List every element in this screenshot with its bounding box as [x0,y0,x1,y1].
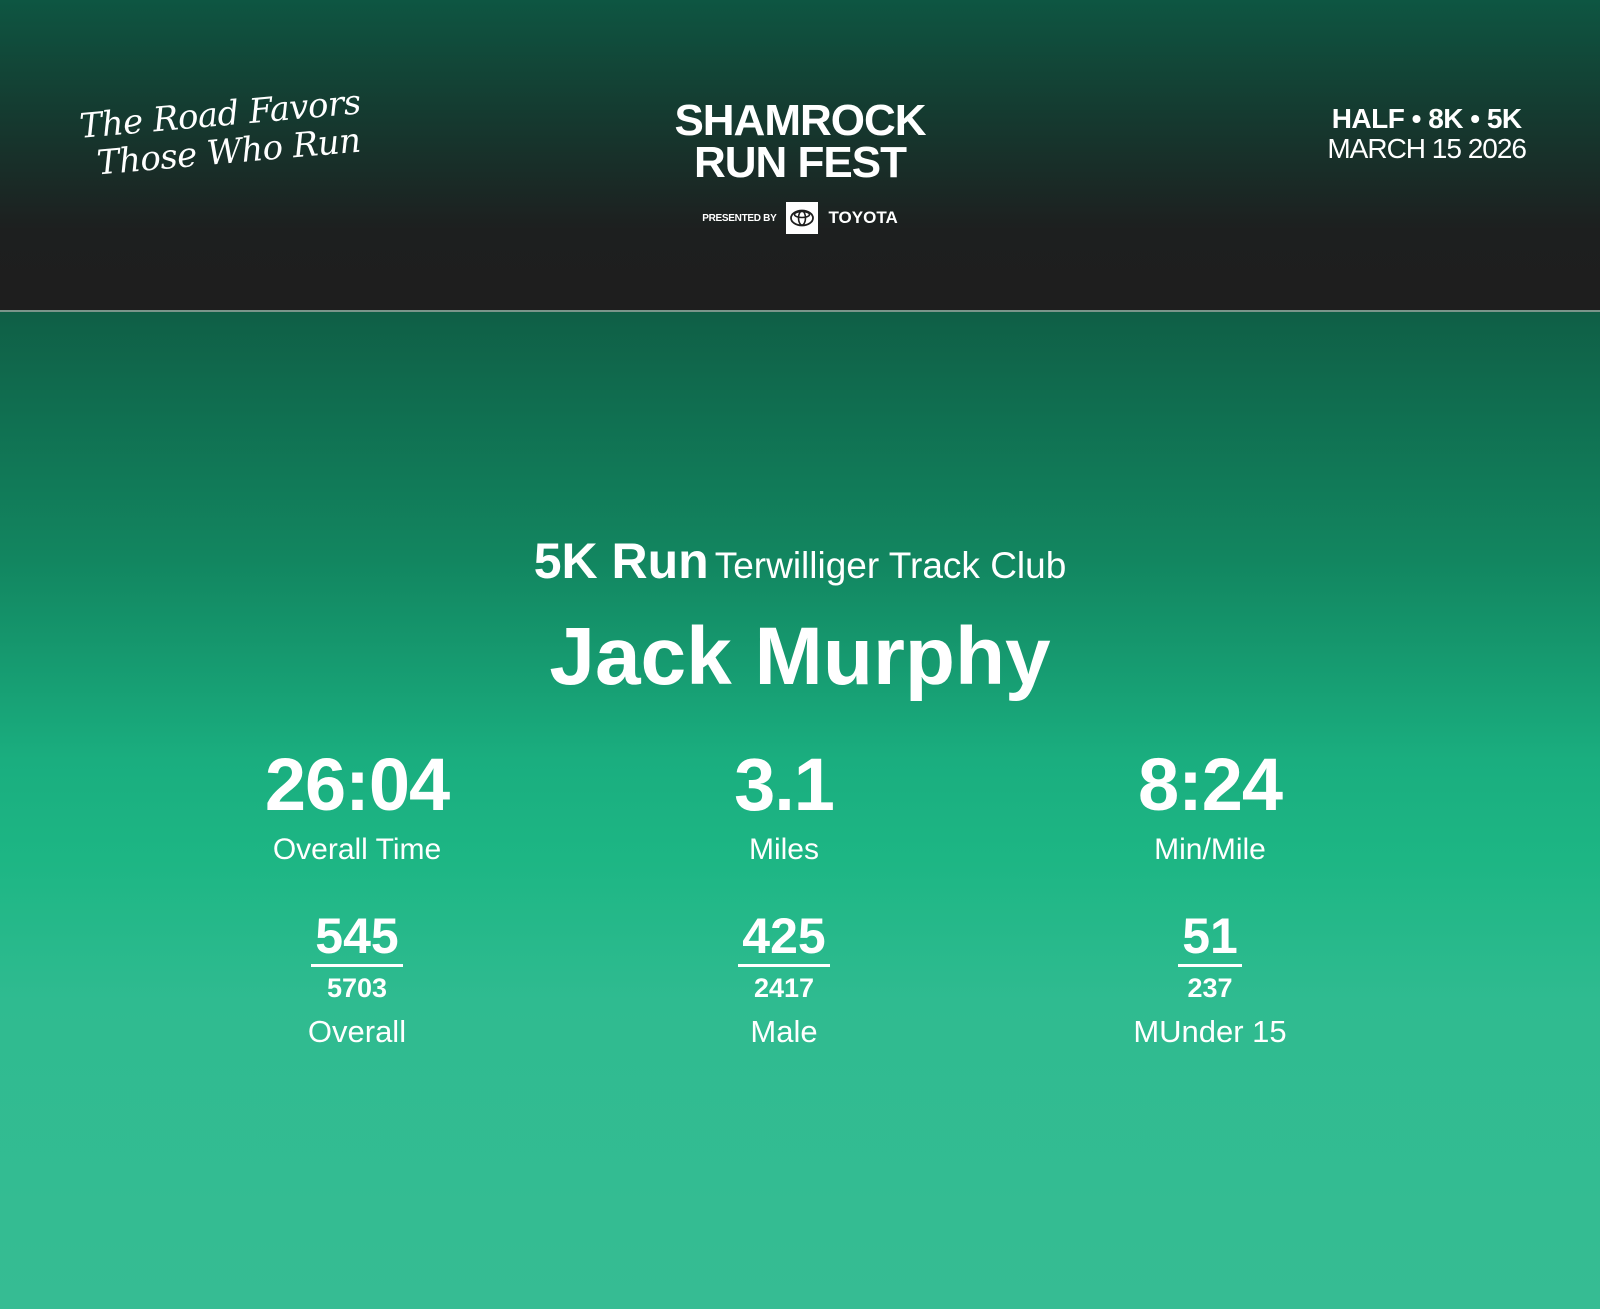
rank-gender: 425 2417 Male [574,908,994,1050]
stat-overall-time: 26:04 Overall Time [147,745,567,867]
rank-place: 425 [738,908,830,967]
logo-line-2: RUN FEST [694,138,907,187]
rank-age-group: 51 237 MUnder 15 [1000,908,1420,1050]
stat-miles: 3.1 Miles [574,745,994,867]
rank-label: MUnder 15 [1133,1014,1287,1049]
rank-place: 545 [311,908,403,967]
rank-label: Male [750,1014,818,1049]
rank-label: Overall [307,1014,407,1049]
presented-by: PRESENTED BY TOYOTA [0,202,1600,234]
toyota-logo-icon [786,202,819,234]
stat-label: Miles [748,833,819,866]
event-info: HALF • 8K • 5K MARCH 15 2026 [1327,103,1527,164]
rank-place: 51 [1178,908,1242,967]
stat-pace: 8:24 Min/Mile [1000,745,1420,867]
event-date: MARCH 15 2026 [1327,133,1527,164]
rank-overall: 545 5703 Overall [147,908,567,1050]
runner-name: Jack Murphy [549,611,1051,702]
event-name: 5K Run [533,533,709,589]
stat-value: 3.1 [734,743,835,826]
event-line: 5K Run Terwilliger Track Club [0,532,1600,590]
stat-label: Overall Time [272,833,442,866]
rank-total: 2417 [753,973,815,1003]
distances: HALF • 8K • 5K [1331,103,1522,134]
stat-value: 8:24 [1137,743,1283,826]
header: The Road Favors Those Who Run SHAMROCK R… [0,0,1600,312]
stat-value: 26:04 [264,743,450,826]
club-name: Terwilliger Track Club [714,545,1067,586]
rank-total: 5703 [326,973,388,1003]
event-logo: SHAMROCK RUN FEST PRESENTED BY TOYOTA [0,96,1600,234]
rank-total: 237 [1187,973,1233,1003]
logo-line-1: SHAMROCK [674,96,926,145]
stat-label: Min/Mile [1154,833,1266,866]
sponsor-name: TOYOTA [828,208,898,227]
presented-by-label: PRESENTED BY [702,212,777,224]
